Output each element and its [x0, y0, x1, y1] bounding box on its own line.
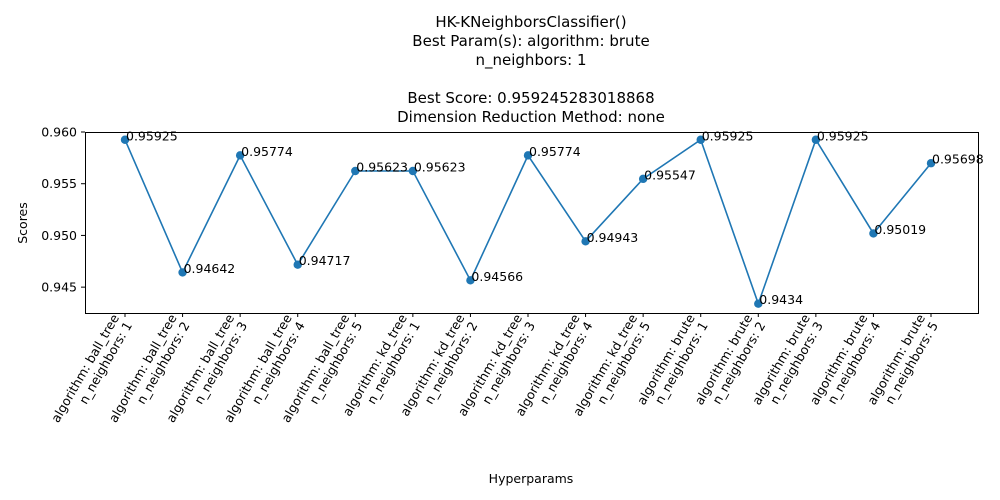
- data-point: [178, 268, 187, 277]
- data-point: [293, 260, 302, 269]
- data-label: 0.95774: [529, 144, 581, 159]
- y-tick-label: 0.950: [41, 228, 77, 243]
- data-label: 0.95019: [874, 222, 926, 237]
- data-label: 0.95547: [644, 167, 696, 182]
- plot-frame: [85, 132, 979, 314]
- data-label: 0.94566: [471, 269, 523, 284]
- data-label: 0.95698: [932, 152, 984, 167]
- data-point: [811, 135, 821, 144]
- data-label: 0.95623: [414, 159, 466, 174]
- title-line: Best Score: 0.959245283018868: [407, 89, 654, 107]
- y-axis: 0.945 0.950 0.955 0.960: [41, 125, 85, 295]
- title-line: Dimension Reduction Method: none: [397, 108, 665, 126]
- data-point: [581, 237, 590, 246]
- y-axis-label: Scores: [15, 202, 30, 244]
- data-point: [869, 229, 878, 238]
- data-label: 0.94642: [184, 261, 236, 276]
- data-point: [638, 174, 648, 184]
- y-tick-label: 0.945: [41, 280, 77, 295]
- data-label: 0.94943: [587, 230, 639, 245]
- data-point: [696, 135, 705, 144]
- y-tick-label: 0.955: [41, 176, 77, 191]
- data-point: [926, 159, 936, 168]
- y-tick-label: 0.960: [41, 125, 77, 140]
- plot-area: 0.95925 0.94642 0.95774 0.94717 0.95623 0.956…: [85, 128, 984, 314]
- title-line: Best Param(s): algorithm: brute: [412, 32, 649, 50]
- data-label: 0.9434: [759, 292, 803, 307]
- data-label: 0.95774: [241, 144, 293, 159]
- data-label: 0.95925: [817, 128, 869, 143]
- data-label: 0.94717: [299, 253, 351, 268]
- series-line: [124, 137, 932, 307]
- data-label: 0.95925: [702, 128, 754, 143]
- data-point: [466, 276, 475, 285]
- title-line: HK-KNeighborsClassifier(): [435, 13, 626, 31]
- data-point: [523, 151, 533, 160]
- data-label: 0.95623: [356, 159, 408, 174]
- data-point: [351, 166, 360, 176]
- title-line: n_neighbors: 1: [476, 51, 587, 70]
- data-label: 0.95925: [126, 128, 178, 143]
- x-axis-label: Hyperparams: [489, 471, 574, 486]
- data-point: [754, 299, 763, 308]
- data-point: [235, 151, 245, 160]
- data-point: [408, 166, 418, 176]
- data-point: [120, 135, 130, 144]
- chart-title: HK-KNeighborsClassifier()Best Param(s): …: [397, 13, 665, 126]
